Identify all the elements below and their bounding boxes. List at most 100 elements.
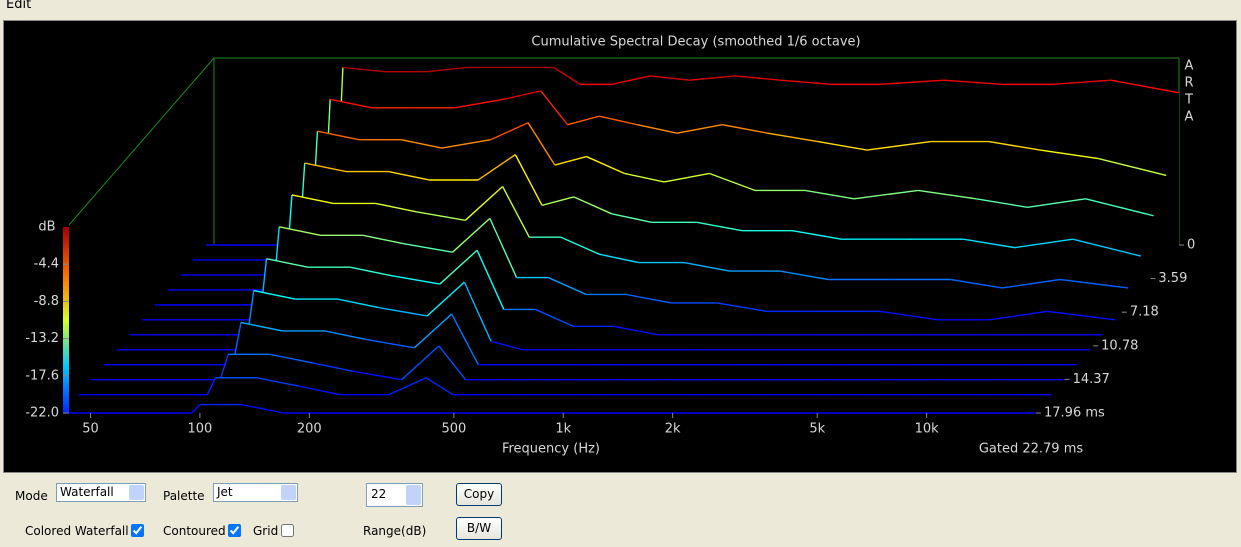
decay-segment [625, 293, 672, 304]
decay-segment [501, 186, 530, 238]
copy-button[interactable]: Copy [456, 483, 502, 506]
decay-segment [362, 234, 404, 245]
spinner-arrows [406, 485, 421, 505]
y-tick-label: -8.8 [34, 294, 59, 309]
decay-segment [976, 198, 1028, 208]
decay-segment [918, 189, 977, 200]
decay-segment [1085, 198, 1154, 217]
dropdown-arrow [129, 485, 144, 500]
decay-segment [489, 218, 518, 278]
decay-segment [989, 310, 1048, 321]
decay-segment [452, 217, 491, 253]
slice-occluder [116, 282, 1090, 350]
decay-segment [599, 115, 638, 126]
decay-segment [649, 75, 690, 81]
decay-segment [734, 75, 781, 81]
decay-segment [879, 79, 944, 86]
decay-segment [299, 385, 341, 396]
brand-letter: R [1184, 76, 1193, 91]
decay-segment [266, 258, 309, 268]
x-tick-label: 50 [82, 422, 99, 437]
brand-letter: T [1184, 93, 1193, 108]
x-tick-label: 1k [555, 422, 571, 437]
decay-segment [637, 124, 678, 134]
gate-note: Gated 22.79 ms [979, 442, 1084, 457]
decay-segment [464, 185, 504, 221]
decay-segment [547, 276, 587, 296]
decay-segment [779, 270, 829, 281]
x-tick-label: 200 [297, 422, 322, 437]
decay-segment [191, 404, 201, 414]
decay-segment [573, 196, 613, 215]
brand-letter: A [1185, 110, 1194, 125]
decay-segment [611, 213, 652, 223]
decay-segment [279, 226, 321, 236]
decay-segment [426, 66, 468, 73]
decay-segment [1047, 310, 1116, 321]
slice-occluder [63, 404, 1036, 413]
decay-segment [1040, 149, 1099, 160]
decay-segment [240, 321, 283, 332]
decay-segment [388, 170, 430, 181]
time-tick-label: 0 [1187, 238, 1195, 253]
decay-segment [463, 281, 492, 342]
range-value: 22 [371, 487, 387, 501]
decay-segment [241, 403, 284, 414]
decay-segment [476, 249, 505, 310]
decay-segment [1027, 198, 1086, 208]
decay-segment [317, 130, 359, 141]
decay-segment [611, 75, 651, 86]
time-tick-label: 3.59 [1158, 271, 1187, 286]
slice-occluder [104, 314, 1078, 365]
time-tick-label: 14.37 [1073, 372, 1110, 387]
time-tick-label: 7.18 [1130, 305, 1159, 320]
mode-select[interactable]: Waterfall [56, 483, 146, 502]
decay-segment [311, 362, 353, 372]
decay-segment [438, 345, 467, 381]
decay-segment [503, 90, 541, 101]
decay-segment [401, 138, 442, 149]
mode-value: Waterfall [60, 485, 114, 499]
decay-segment [514, 154, 543, 206]
decay-segment [950, 278, 1003, 289]
decay-segment [304, 162, 347, 173]
decay-segment [388, 377, 427, 396]
x-tick-label: 500 [441, 422, 466, 437]
y-axis-label: dB [38, 220, 55, 235]
decay-segment [439, 249, 478, 285]
colored-waterfall-checkbox[interactable] [131, 524, 144, 537]
decay-segment [330, 98, 372, 109]
decay-segment [256, 377, 300, 387]
checkbox-label: Colored Waterfall [25, 524, 129, 538]
decay-segment [683, 261, 730, 272]
decay-segment [425, 377, 454, 396]
decay-segment [767, 132, 819, 143]
time-tick-label: 17.96 ms [1044, 406, 1105, 421]
menu-item[interactable]: Edit [6, 0, 32, 12]
decay-segment [1059, 278, 1129, 289]
palette-label: Palette [163, 489, 205, 503]
decay-segment [535, 308, 574, 327]
decay-segment [527, 122, 556, 166]
decay-segment [350, 266, 392, 277]
decay-segment [426, 281, 465, 317]
decay-segment [866, 140, 931, 151]
decay-segment [390, 274, 440, 285]
decay-segment [805, 189, 855, 200]
decay-segment [441, 138, 491, 149]
decay-segment [817, 140, 868, 151]
decay-segment [337, 298, 379, 309]
decay-segment [451, 313, 479, 366]
decay-segment [1110, 79, 1180, 94]
palette-select[interactable]: Jet [213, 483, 298, 502]
range-spinner[interactable]: 22 [366, 483, 423, 507]
bw-button[interactable]: B/W [456, 517, 502, 540]
decay-segment [490, 122, 529, 141]
grid-checkbox[interactable] [281, 524, 294, 537]
checkbox-label: Contoured [163, 524, 226, 538]
contoured-checkbox[interactable] [228, 524, 241, 537]
decay-segment [1001, 278, 1061, 289]
decay-segment [269, 353, 313, 364]
chart-panel: Cumulative Spectral Decay (smoothed 1/6 … [3, 20, 1237, 473]
